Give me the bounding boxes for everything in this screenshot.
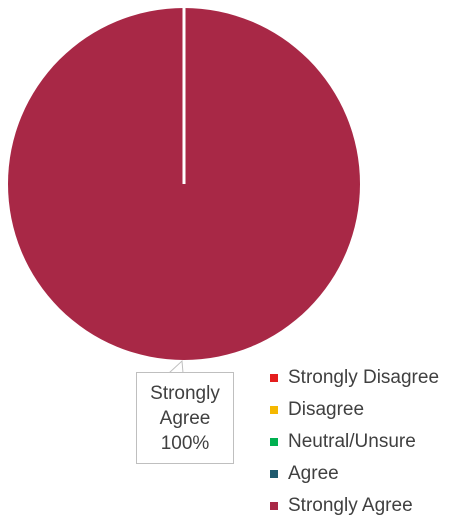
data-label-pointer: [168, 359, 184, 374]
legend-label: Disagree: [288, 399, 365, 420]
legend-item-agree: Agree: [270, 458, 439, 490]
legend-label: Neutral/Unsure: [288, 431, 416, 452]
data-label-line1: Strongly: [150, 382, 220, 404]
legend: Strongly Disagree Disagree Neutral/Unsure A…: [270, 362, 439, 522]
legend-item-disagree: Disagree: [270, 394, 439, 426]
data-label-line2: Agree: [159, 407, 211, 429]
legend-item-strongly-disagree: Strongly Disagree: [270, 362, 439, 394]
legend-label: Strongly Disagree: [288, 367, 440, 388]
legend-swatch: [270, 502, 278, 510]
legend-item-neutral-unsure: Neutral/Unsure: [270, 426, 439, 458]
legend-label: Agree: [288, 463, 339, 484]
data-label-strongly-agree: Strongly Agree 100%: [136, 372, 234, 464]
legend-swatch: [270, 438, 278, 446]
data-label-percent: 100%: [160, 432, 210, 454]
legend-swatch: [270, 470, 278, 478]
legend-item-strongly-agree: Strongly Agree: [270, 490, 439, 522]
legend-swatch: [270, 406, 278, 414]
legend-label: Strongly Agree: [288, 495, 413, 516]
legend-swatch: [270, 374, 278, 382]
